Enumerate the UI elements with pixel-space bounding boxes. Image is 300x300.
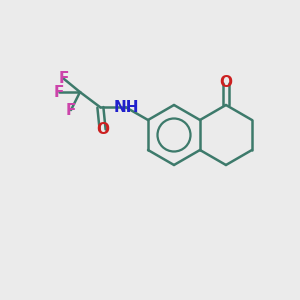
Text: O: O [220,75,232,90]
Text: F: F [58,71,69,86]
Text: NH: NH [113,100,139,115]
Text: F: F [66,103,76,118]
Text: F: F [54,85,64,100]
Text: O: O [96,122,109,137]
